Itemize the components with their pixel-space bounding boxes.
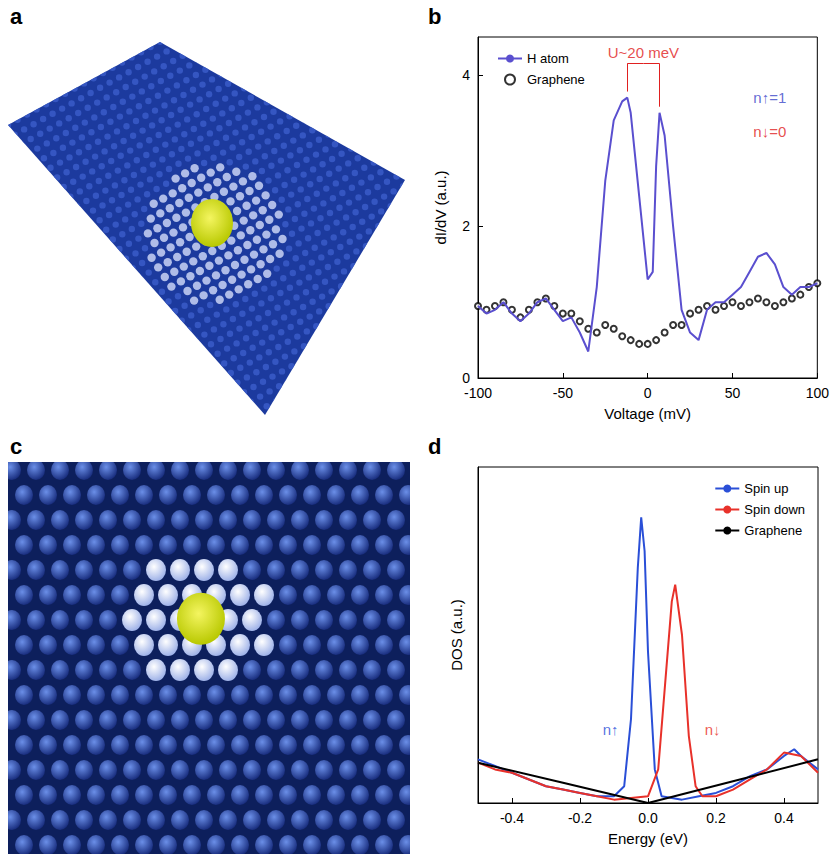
svg-text:0: 0 [644, 385, 652, 401]
svg-text:0.2: 0.2 [706, 810, 726, 826]
svg-text:U~20 meV: U~20 meV [608, 44, 679, 61]
svg-text:n↓: n↓ [705, 721, 721, 738]
svg-text:Spin down: Spin down [744, 502, 805, 517]
svg-text:n↓=0: n↓=0 [753, 123, 786, 140]
svg-text:n↑=1: n↑=1 [753, 89, 786, 106]
svg-text:-50: -50 [553, 385, 573, 401]
svg-text:2: 2 [462, 218, 470, 234]
svg-text:4: 4 [462, 67, 470, 83]
svg-text:Voltage (mV): Voltage (mV) [604, 405, 691, 422]
html-text:c: c [10, 434, 23, 459]
svg-text:100: 100 [806, 385, 830, 401]
svg-text:-0.2: -0.2 [568, 810, 592, 826]
svg-text:n↑: n↑ [603, 721, 619, 738]
svg-text:0.0: 0.0 [638, 810, 658, 826]
svg-text:Graphene: Graphene [527, 72, 585, 87]
svg-text:DOS (a.u.): DOS (a.u.) [448, 599, 465, 671]
svg-text:0.4: 0.4 [774, 810, 794, 826]
html-text:a: a [10, 4, 23, 29]
svg-text:Spin up: Spin up [744, 481, 788, 496]
svg-text:H atom: H atom [527, 51, 569, 66]
svg-text:dI/dV (a.u.): dI/dV (a.u.) [432, 170, 449, 244]
svg-text:Graphene: Graphene [744, 523, 802, 538]
html-text:b: b [428, 4, 442, 29]
svg-text:50: 50 [725, 385, 741, 401]
svg-text:-0.4: -0.4 [500, 810, 524, 826]
svg-text:Energy (eV): Energy (eV) [608, 830, 688, 847]
svg-text:0: 0 [462, 370, 470, 386]
html-text:d: d [428, 434, 442, 459]
svg-text:-100: -100 [464, 385, 492, 401]
